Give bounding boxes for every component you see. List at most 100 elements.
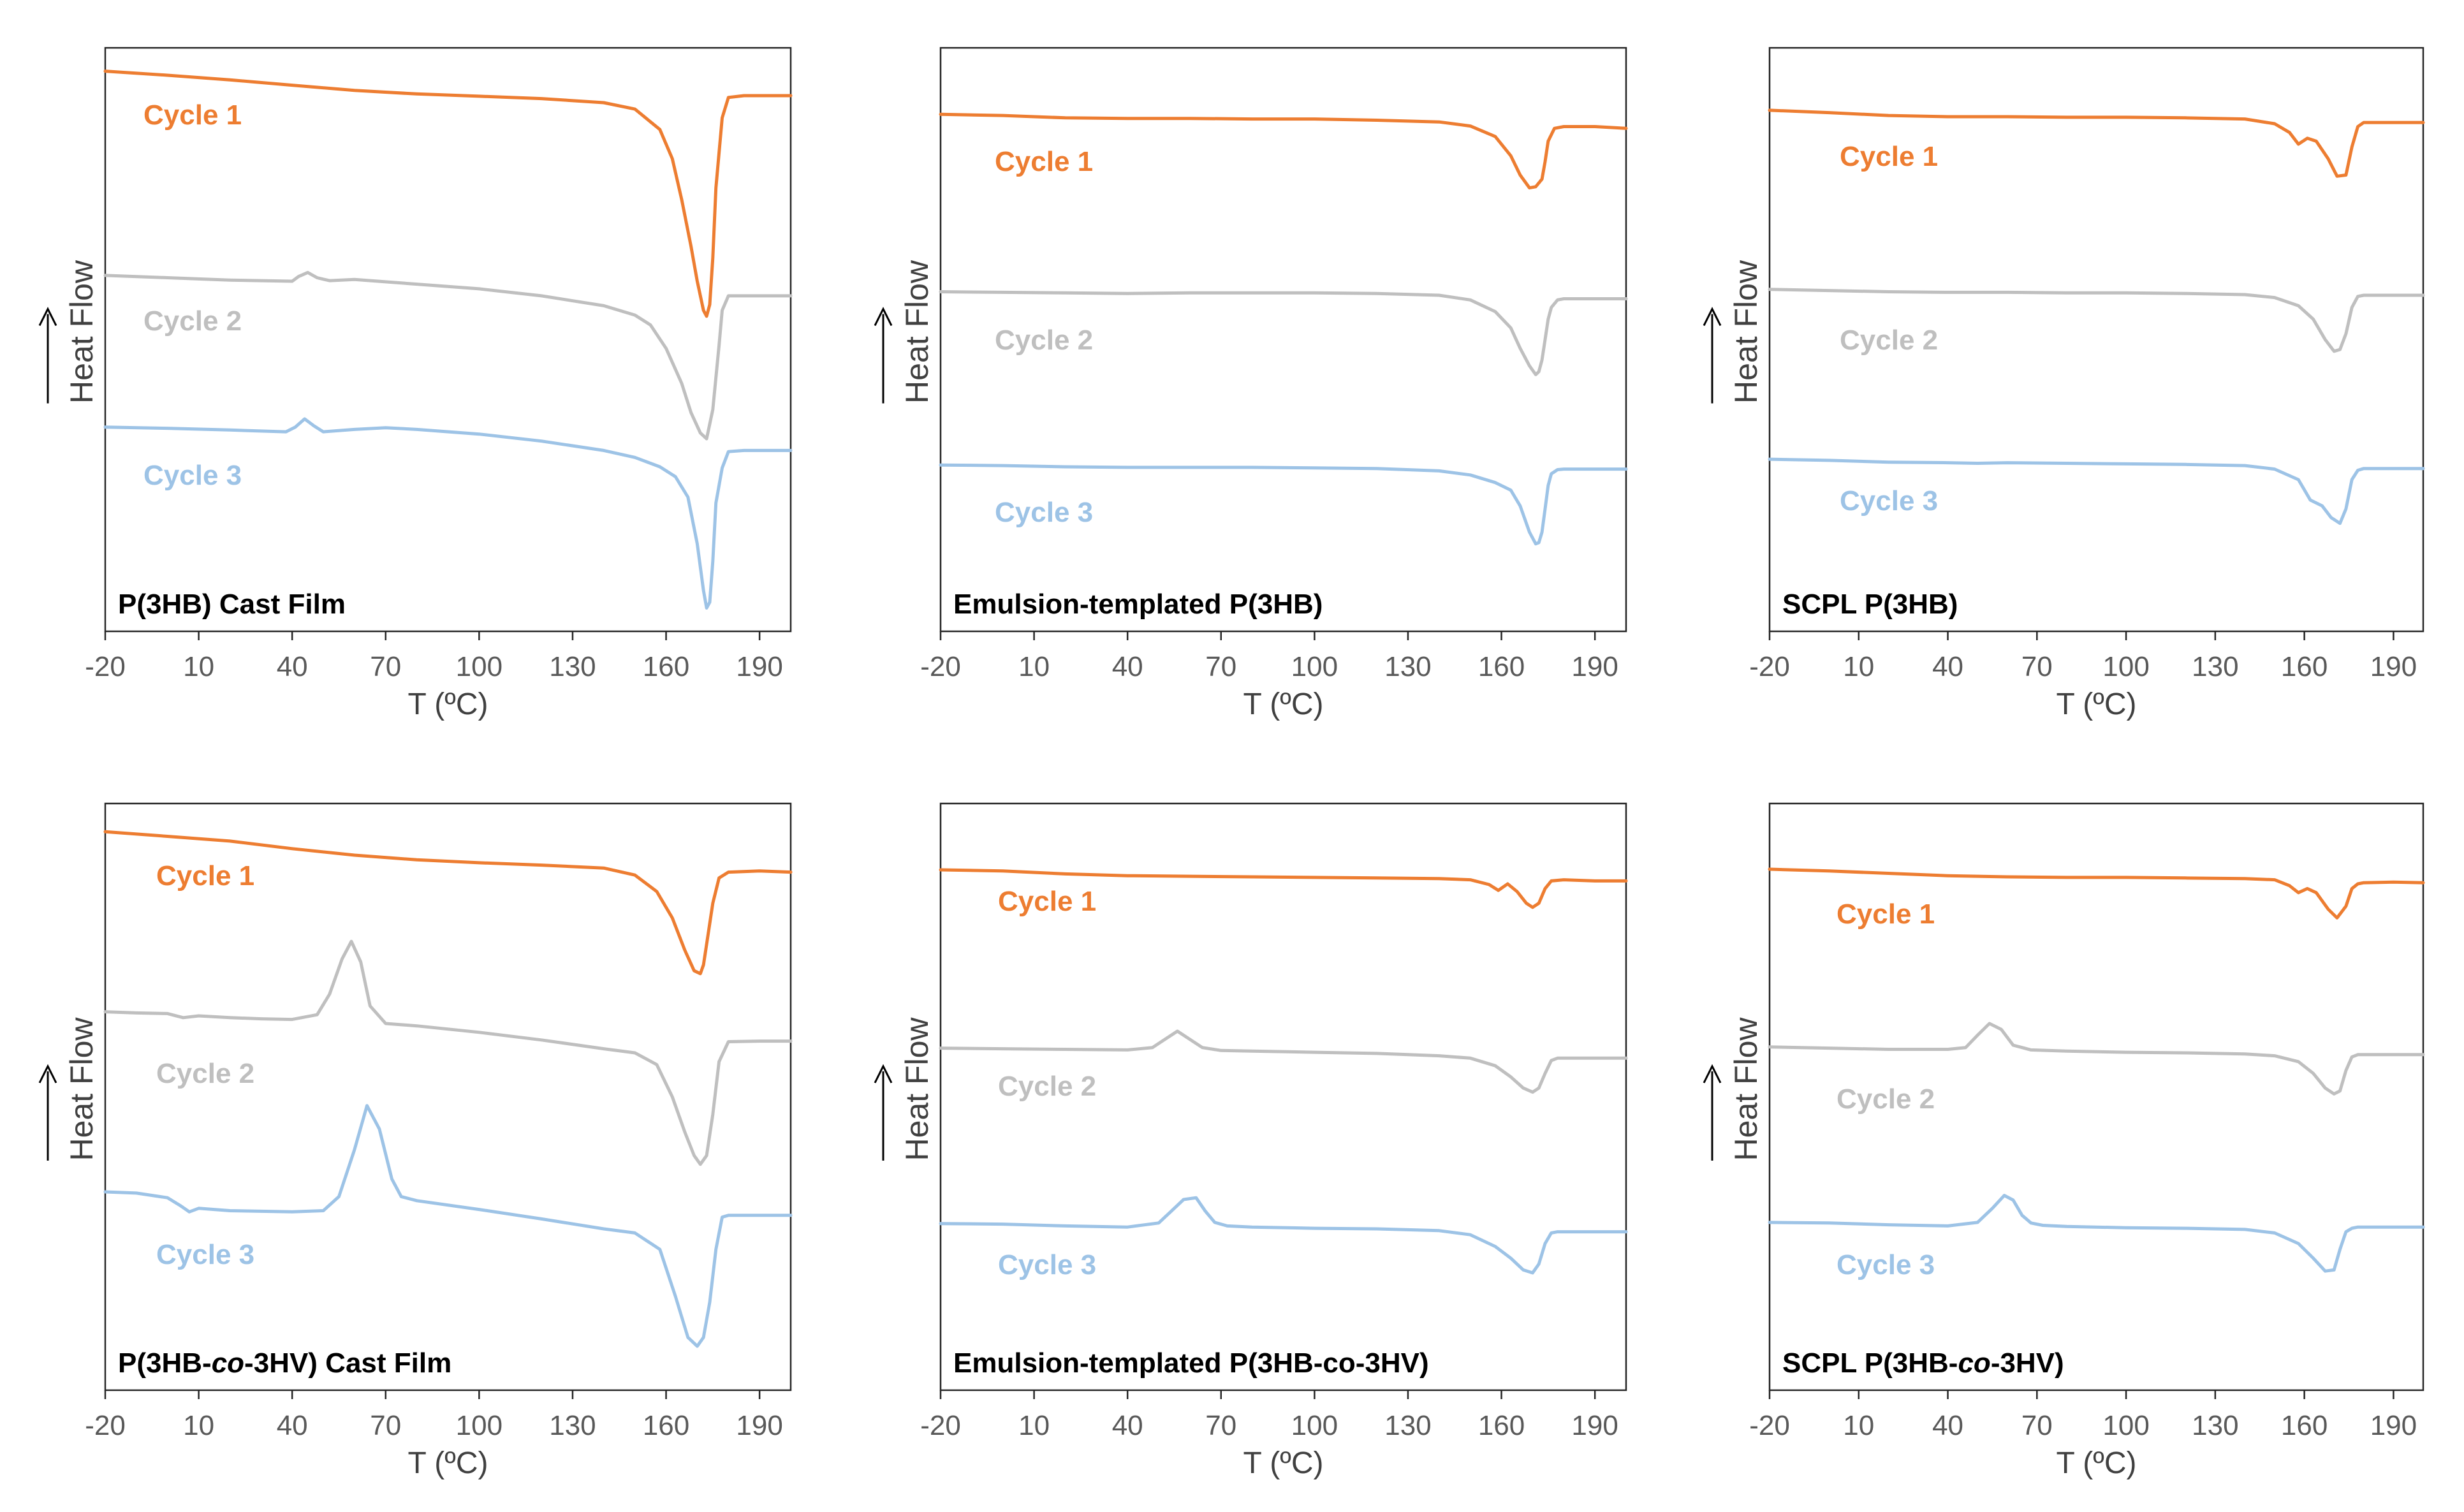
series-label-cycle3: Cycle 3 — [995, 497, 1093, 528]
series-label-cycle1: Cycle 1 — [995, 146, 1093, 177]
series-line-cycle3 — [1768, 1194, 2425, 1273]
y-axis-arrowhead-icon — [38, 307, 57, 327]
x-tick-label: -20 — [85, 651, 126, 682]
x-tick-label: 10 — [1843, 1410, 1874, 1441]
series-label-cycle3: Cycle 3 — [156, 1239, 254, 1270]
x-tick-label: 100 — [1291, 1410, 1338, 1441]
x-tick-label: 10 — [1843, 651, 1874, 682]
x-tick-label: 130 — [2192, 1410, 2238, 1441]
series-label-cycle1: Cycle 1 — [1837, 899, 1935, 930]
series-line-cycle2 — [103, 270, 793, 441]
x-axis-title: T (ºC) — [1243, 687, 1324, 721]
dsc-panel-2: -20 10 40 70 100 130 160 190 T (ºC) Heat Flow Cycl… — [874, 47, 1628, 721]
x-tick-label: 100 — [456, 651, 502, 682]
x-tick-label: 70 — [2021, 1410, 2053, 1441]
x-tick-label: 190 — [736, 1410, 782, 1441]
series-label-cycle2: Cycle 2 — [143, 305, 242, 337]
series-line-cycle1 — [939, 112, 1628, 190]
x-tick-label: -20 — [85, 1410, 126, 1441]
x-tick-label: 130 — [2192, 651, 2238, 682]
x-tick-label: -20 — [1749, 651, 1790, 682]
x-tick-label: 160 — [643, 1410, 689, 1441]
panel-title-part: P(3HB- — [118, 1347, 212, 1379]
x-tick-label: 130 — [549, 651, 596, 682]
x-tick-label: 130 — [1384, 1410, 1431, 1441]
x-tick-label: 40 — [1112, 651, 1143, 682]
dsc-panel-3: -20 10 40 70 100 130 160 190 T (ºC) Heat Flow Cycl… — [1703, 47, 2425, 721]
x-tick-label: 10 — [1018, 1410, 1050, 1441]
x-tick-label: 70 — [370, 1410, 401, 1441]
x-tick-label: 40 — [1932, 1410, 1963, 1441]
y-axis-title: Heat Flow — [1728, 260, 1764, 404]
x-tick-label: 40 — [277, 651, 308, 682]
x-tick-label: 40 — [1112, 1410, 1143, 1441]
series-line-cycle3 — [103, 417, 793, 610]
x-tick-label: -20 — [1749, 1410, 1790, 1441]
y-axis-arrowhead-icon — [874, 307, 893, 327]
x-tick-label: 160 — [1478, 651, 1525, 682]
series-label-cycle3: Cycle 3 — [1840, 485, 1938, 517]
dsc-panel-1: -20 10 40 70 100 130 160 190 T (ºC) Heat Flow Cycl… — [38, 47, 793, 721]
y-axis-arrowhead-icon — [874, 1064, 893, 1083]
y-axis-arrowhead-icon — [1703, 1064, 1722, 1083]
y-axis-title: Heat Flow — [64, 260, 99, 404]
series-label-cycle1: Cycle 1 — [143, 99, 242, 131]
x-tick-label: 160 — [2281, 1410, 2328, 1441]
x-tick-label: -20 — [920, 1410, 961, 1441]
x-tick-label: 190 — [736, 651, 782, 682]
x-tick-label: 40 — [1932, 651, 1963, 682]
y-axis-title: Heat Flow — [899, 1017, 935, 1161]
x-tick-label: 190 — [1571, 651, 1618, 682]
series-label-cycle2: Cycle 2 — [998, 1071, 1096, 1102]
series-label-cycle3: Cycle 3 — [143, 460, 242, 491]
series-line-cycle1 — [1768, 867, 2425, 920]
series-label-cycle2: Cycle 2 — [995, 325, 1093, 356]
series-label-cycle1: Cycle 1 — [1840, 141, 1938, 172]
series-line-cycle1 — [939, 868, 1628, 909]
panel-title-part: Emulsion-templated P(3HB-co-3HV) — [953, 1347, 1429, 1379]
panel-title-part: Emulsion-templated P(3HB) — [953, 589, 1323, 620]
panel-title: P(3HB-co-3HV) Cast Film — [118, 1347, 451, 1379]
y-axis-arrowhead-icon — [1703, 307, 1722, 327]
series-line-cycle3 — [939, 463, 1628, 546]
series-line-cycle1 — [103, 70, 793, 318]
y-axis-title: Heat Flow — [64, 1017, 99, 1161]
x-tick-label: 10 — [1018, 651, 1050, 682]
y-axis-arrowhead-icon — [38, 1064, 57, 1083]
x-tick-label: 130 — [1384, 651, 1431, 682]
y-axis-title: Heat Flow — [899, 260, 935, 404]
x-axis-title: T (ºC) — [2057, 1446, 2137, 1480]
panel-title: Emulsion-templated P(3HB) — [953, 589, 1323, 620]
dsc-panel-4: -20 10 40 70 100 130 160 190 T (ºC) Heat Flow Cycl… — [38, 802, 793, 1480]
x-tick-label: 190 — [2370, 651, 2417, 682]
panel-title-part: -3HV) — [1991, 1347, 2064, 1379]
plot-frame — [939, 802, 1627, 1391]
x-axis-title: T (ºC) — [408, 687, 488, 721]
x-tick-label: 40 — [277, 1410, 308, 1441]
plot-frame — [939, 47, 1627, 633]
x-tick-label: 130 — [549, 1410, 596, 1441]
x-tick-label: -20 — [920, 651, 961, 682]
series-line-cycle3 — [1768, 457, 2425, 525]
series-label-cycle1: Cycle 1 — [156, 860, 254, 892]
x-tick-label: 70 — [1205, 1410, 1236, 1441]
series-line-cycle2 — [939, 1029, 1628, 1094]
x-tick-label: 10 — [183, 1410, 214, 1441]
x-tick-label: 70 — [2021, 651, 2053, 682]
series-line-cycle1 — [103, 830, 793, 976]
series-label-cycle3: Cycle 3 — [1837, 1249, 1935, 1281]
panel-title: Emulsion-templated P(3HB-co-3HV) — [953, 1347, 1429, 1379]
x-tick-label: 70 — [1205, 651, 1236, 682]
series-line-cycle1 — [1768, 108, 2425, 178]
series-label-cycle2: Cycle 2 — [156, 1058, 254, 1089]
x-tick-label: 70 — [370, 651, 401, 682]
series-line-cycle2 — [1768, 288, 2425, 353]
panel-title-part: SCPL P(3HB) — [1782, 589, 1958, 620]
plot-frame — [1768, 802, 2424, 1391]
plot-frame — [104, 802, 792, 1391]
series-line-cycle2 — [1768, 1022, 2425, 1096]
x-tick-label: 100 — [1291, 651, 1338, 682]
plot-frame — [104, 47, 792, 633]
x-tick-label: 160 — [1478, 1410, 1525, 1441]
